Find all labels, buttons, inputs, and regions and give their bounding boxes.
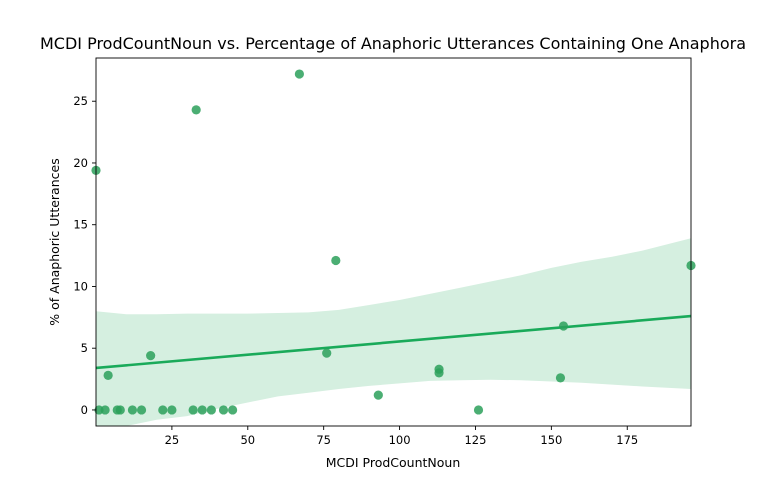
data-point <box>373 390 383 400</box>
axes-frame <box>95 57 692 427</box>
data-point <box>127 405 138 415</box>
x-tick-label: 50 <box>240 433 255 447</box>
y-tick-label: 25 <box>73 94 88 108</box>
data-point <box>146 351 156 361</box>
points-layer <box>91 69 696 415</box>
data-point <box>555 373 566 383</box>
y-axis-ticks: 0 5 10 15 20 25 <box>73 94 96 417</box>
regression-line <box>95 314 692 370</box>
y-tick-label: 0 <box>81 403 88 417</box>
data-point <box>115 405 125 415</box>
data-point <box>188 405 198 415</box>
data-point <box>218 405 229 415</box>
chart-title: MCDI ProdCountNoun vs. Percentage of Ana… <box>40 34 746 53</box>
regression-line-layer <box>95 314 692 370</box>
data-point <box>103 370 113 380</box>
x-tick-label: 150 <box>540 433 562 447</box>
y-tick-label: 15 <box>73 218 88 232</box>
x-tick-label: 175 <box>616 433 638 447</box>
plot-area <box>91 57 696 427</box>
data-point <box>100 405 110 415</box>
data-point <box>558 321 569 331</box>
y-axis-label: % of Anaphoric Utterances <box>47 158 62 325</box>
data-point <box>473 405 484 415</box>
data-point <box>136 405 147 415</box>
data-point <box>294 69 304 79</box>
confidence-band-layer <box>96 238 691 426</box>
data-point <box>322 348 332 358</box>
data-point <box>228 405 238 415</box>
confidence-band <box>96 238 691 426</box>
x-tick-label: 25 <box>165 433 180 447</box>
x-axis-label: MCDI ProdCountNoun <box>326 455 461 470</box>
x-tick-label: 125 <box>464 433 486 447</box>
data-point <box>206 405 216 415</box>
y-tick-label: 5 <box>81 341 88 355</box>
data-point <box>191 105 201 115</box>
y-tick-label: 20 <box>73 156 88 170</box>
data-point <box>167 405 177 415</box>
data-point <box>158 405 168 415</box>
data-point <box>197 405 207 415</box>
data-point <box>331 255 341 266</box>
x-tick-label: 75 <box>316 433 331 447</box>
y-tick-label: 10 <box>73 279 88 293</box>
data-point <box>434 364 444 374</box>
x-tick-label: 100 <box>389 433 411 447</box>
x-axis-ticks: 25 50 75 100 125 150 175 <box>165 426 638 447</box>
